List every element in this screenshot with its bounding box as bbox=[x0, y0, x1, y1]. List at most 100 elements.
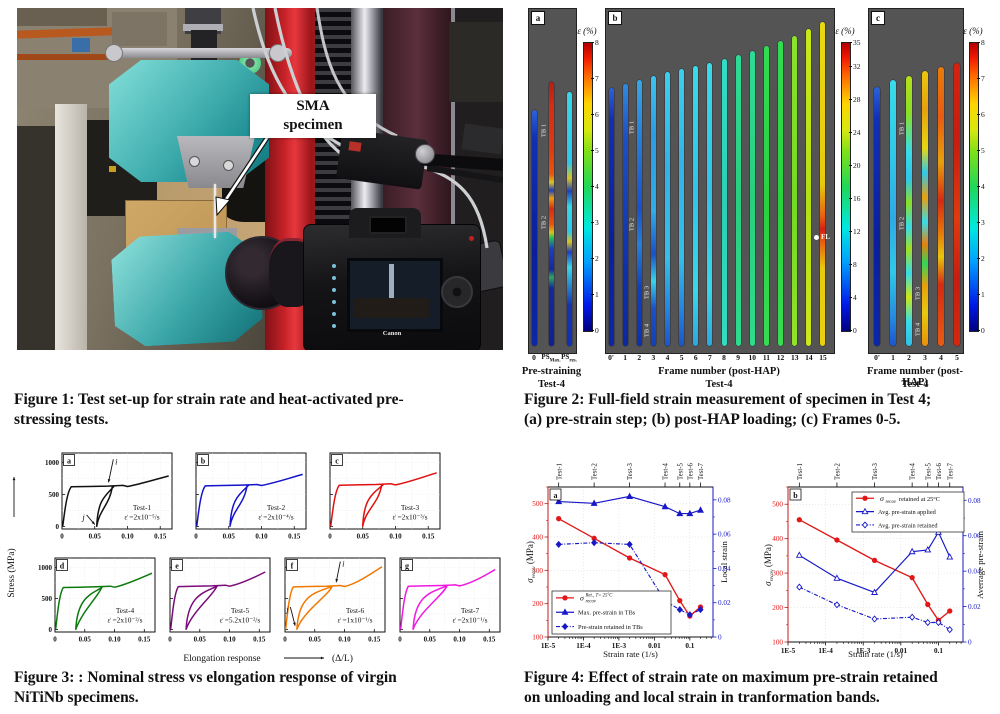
figure3-xlabel: Elongation response bbox=[183, 654, 260, 664]
colorbar-tick bbox=[849, 296, 852, 298]
colorbar-tick bbox=[849, 164, 852, 166]
annotation-arrow bbox=[289, 606, 296, 626]
box bbox=[72, 38, 90, 52]
top-test-label: Test-2 bbox=[592, 463, 599, 480]
marker-triangle bbox=[924, 546, 932, 553]
colorbar-tick-label: 28 bbox=[853, 95, 861, 105]
x-tick-label: 14 bbox=[805, 353, 813, 362]
stress-strain-curve bbox=[195, 473, 303, 527]
plot-frame-b bbox=[195, 452, 307, 530]
x-tick-label: 0 bbox=[398, 636, 402, 644]
yellow-dot bbox=[109, 166, 116, 172]
strain-strip bbox=[707, 63, 713, 346]
stress-strain-curve bbox=[284, 566, 383, 630]
x-tick-label: 11 bbox=[762, 353, 770, 362]
x-tick-label: 15 bbox=[819, 353, 827, 362]
strain-strip bbox=[806, 29, 812, 346]
y-tick-label: 0 bbox=[56, 523, 60, 531]
x-tick-label: 13 bbox=[790, 353, 799, 362]
marker-diamond bbox=[561, 622, 569, 631]
colorbar-tick bbox=[591, 77, 594, 79]
annotation-arrowhead bbox=[320, 656, 324, 660]
sensor-connector bbox=[415, 144, 435, 164]
test-label: Test-4 bbox=[116, 606, 135, 615]
strain-strip bbox=[693, 66, 699, 346]
colorbar-tick-label: 4 bbox=[595, 181, 599, 191]
y-right-tick-label: 0 bbox=[968, 639, 972, 647]
figure1-caption-line1: Figure 1: Test set-up for strain rate an… bbox=[14, 391, 404, 408]
strain-rate-label: ε̇ =5.2x10⁻²/s bbox=[220, 616, 261, 625]
colorbar-tick bbox=[849, 329, 852, 331]
specimen-wire bbox=[214, 184, 216, 238]
legend-label: Pre-strain retained in TBs bbox=[578, 624, 643, 631]
stress-strain-curve bbox=[399, 568, 496, 630]
y-tick-label: 0 bbox=[49, 626, 53, 634]
top-test-label: Test-2 bbox=[835, 463, 842, 480]
x-tick-label: 0.05 bbox=[89, 533, 102, 541]
colorbar-tick bbox=[591, 293, 594, 295]
top-test-label: Test-7 bbox=[698, 463, 705, 480]
x-tick-label: 0.10 bbox=[223, 636, 236, 644]
x-tick-label: 10 bbox=[748, 353, 757, 362]
panel-letter-box bbox=[56, 559, 68, 571]
figure1-caption-line2: stressing tests. bbox=[14, 411, 109, 429]
tb-label: TB 2 bbox=[628, 217, 636, 232]
bracket-bolt bbox=[189, 156, 200, 167]
strain-strip bbox=[938, 67, 944, 346]
x-tick-label: PSres. bbox=[561, 353, 577, 364]
left-dark-strip bbox=[17, 126, 57, 350]
top-test-label: Test-6 bbox=[687, 463, 694, 480]
y-left-tick-label: 500 bbox=[532, 500, 543, 508]
annotation-arrowhead bbox=[107, 479, 111, 483]
shelf-beam2 bbox=[17, 54, 117, 60]
y-left-tick-label: 400 bbox=[532, 534, 543, 542]
colorbar-tick bbox=[977, 149, 980, 151]
plot-frame-a bbox=[61, 452, 173, 530]
y-right-tick-label: 0.04 bbox=[968, 568, 981, 576]
figure3-ylabel: Stress (MPa) bbox=[6, 548, 17, 597]
top-test-label: Test-4 bbox=[663, 463, 670, 480]
marker-diamond bbox=[909, 613, 916, 621]
marker-triangle bbox=[861, 507, 869, 515]
x-tick-label: 9 bbox=[736, 353, 741, 362]
legend-sigma-sub: recov bbox=[886, 500, 897, 505]
marker-circle bbox=[909, 574, 915, 581]
x-tick-label: 0.1 bbox=[685, 642, 694, 650]
strain-strip bbox=[665, 72, 671, 346]
strain-rate-label: ε̇ =2x10⁻¹/s bbox=[453, 616, 488, 625]
x-tick-label: 0.01 bbox=[648, 642, 661, 650]
panel-letter: b bbox=[201, 457, 206, 466]
strain-map-panel-c bbox=[868, 8, 964, 354]
unload-reload-loop bbox=[75, 586, 104, 631]
tb-label: TB 4 bbox=[643, 323, 651, 338]
marker-circle bbox=[796, 517, 802, 523]
colorbar-tick bbox=[591, 149, 594, 151]
panel-test-label: Test-4 bbox=[901, 379, 929, 390]
annotation-arrow bbox=[108, 459, 114, 483]
figure4-caption: Figure 4: Effect of strain rate on maxim… bbox=[524, 668, 1000, 709]
marker-diamond bbox=[686, 611, 693, 619]
x-tick-label: 0 bbox=[168, 636, 172, 644]
top-test-label: Test-5 bbox=[925, 463, 932, 480]
colorbar-tick-label: 16 bbox=[853, 193, 861, 203]
figure1-photo: Canon SMA specimen bbox=[17, 8, 503, 350]
marker-diamond bbox=[861, 521, 869, 529]
ylabel-left: σrecov (MPa) bbox=[525, 541, 537, 583]
legend-sigma: σ bbox=[880, 494, 885, 503]
top-test-label: Test-1 bbox=[797, 463, 804, 480]
x-tick-label: 0.15 bbox=[154, 533, 167, 541]
panel-xlabel: Frame number (post-HAP) bbox=[866, 366, 964, 388]
x-tick-label: 1 bbox=[891, 353, 895, 362]
tb-label: TB 3 bbox=[643, 285, 651, 300]
marker-diamond bbox=[796, 583, 803, 591]
panel-letter: f bbox=[291, 562, 294, 571]
colorbar-tick-label: 3 bbox=[595, 217, 599, 227]
marker-diamond bbox=[626, 540, 633, 549]
colorbar-tick-label: 8 bbox=[595, 37, 599, 47]
legend-sigma: σ bbox=[580, 593, 585, 602]
marker-circle bbox=[947, 608, 953, 614]
x-tick-label: 0.10 bbox=[389, 533, 402, 541]
panel-letter-box bbox=[286, 559, 298, 571]
x-tick-label: 0 bbox=[60, 533, 64, 541]
